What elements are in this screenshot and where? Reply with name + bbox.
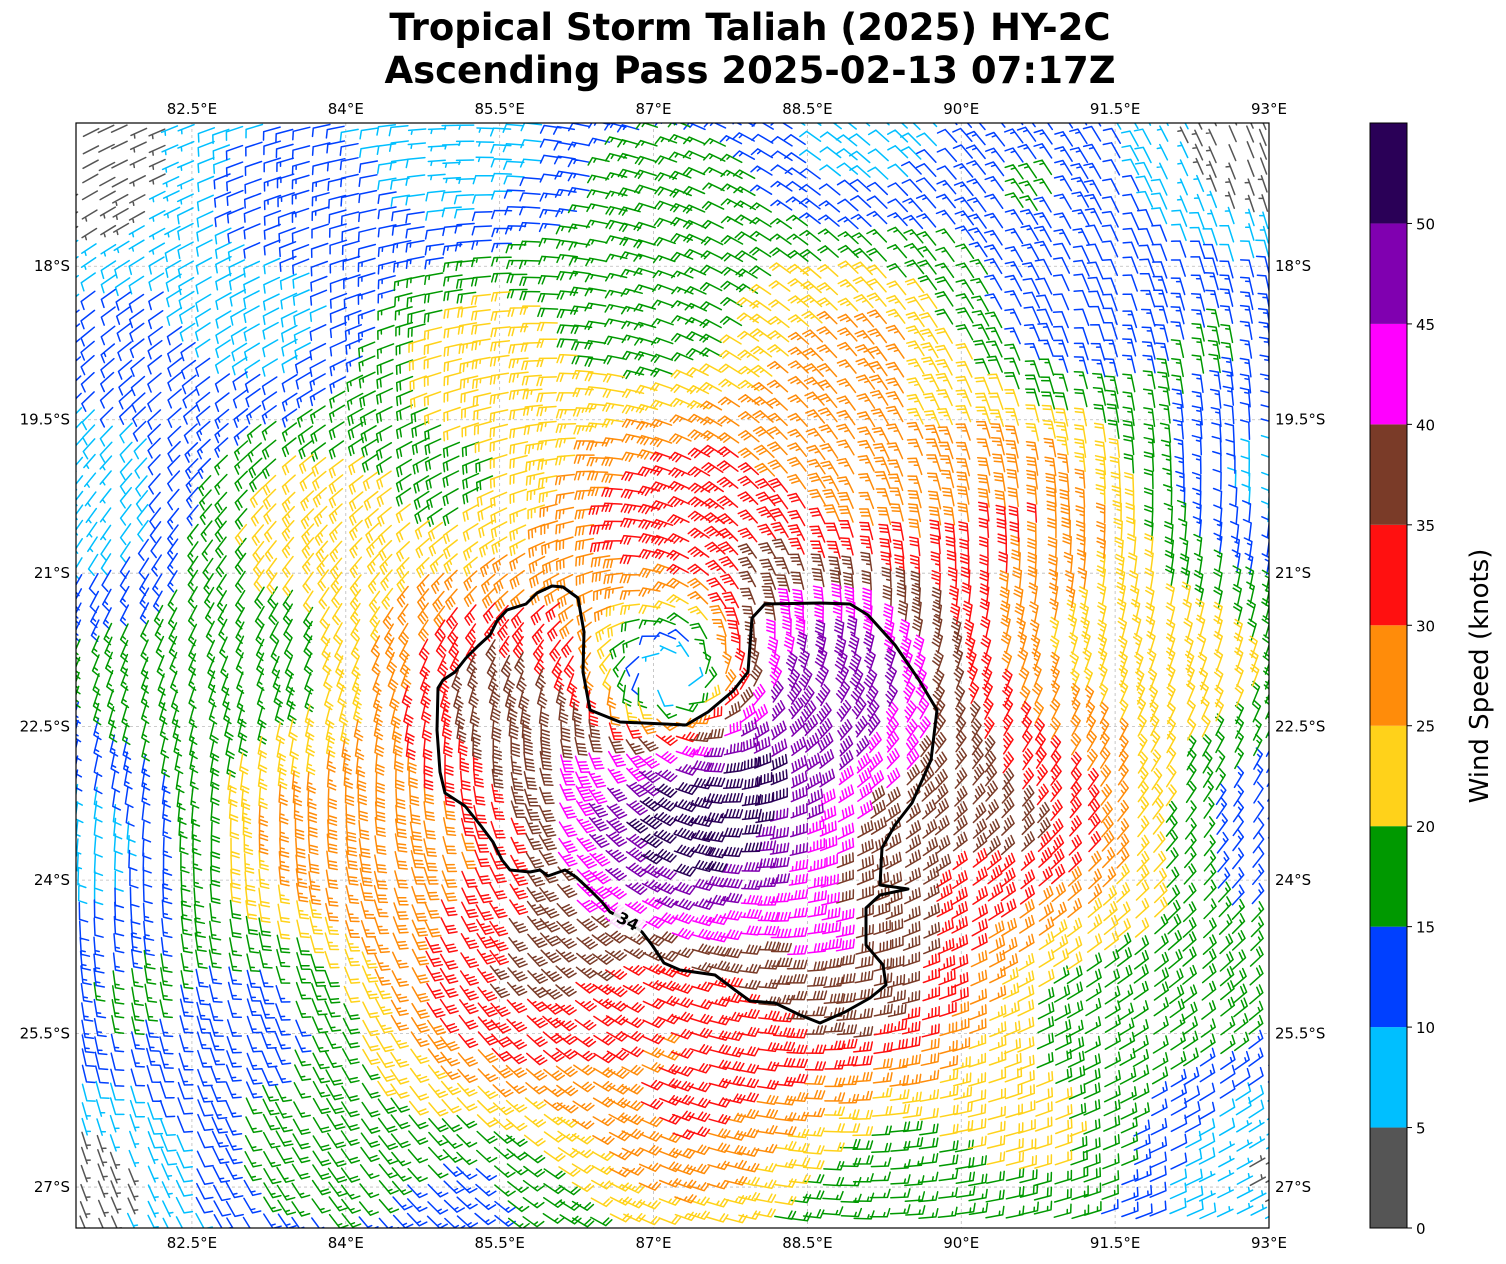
wind-barb-group	[401, 444, 1102, 1140]
wind-barb-group	[451, 538, 1051, 1038]
colorbar-tick-label: 40	[1416, 416, 1435, 434]
lat-tick-label-right: 27°S	[1275, 1178, 1311, 1196]
wind-barb-group	[76, 123, 1269, 1228]
colorbar-tick-label: 35	[1416, 517, 1435, 535]
lon-tick-label-top: 88.5°E	[782, 100, 832, 118]
lat-tick-label-right: 18°S	[1275, 257, 1311, 275]
lat-tick-label-right: 21°S	[1275, 564, 1311, 582]
colorbar-bin	[1370, 1127, 1407, 1228]
colorbar-tick-label: 20	[1416, 818, 1435, 836]
colorbar-tick-label: 10	[1416, 1019, 1435, 1037]
title-line-2: Ascending Pass 2025-02-13 07:17Z	[384, 49, 1116, 92]
colorbar-bin	[1370, 725, 1407, 827]
wind-barb-group	[76, 123, 1269, 1228]
wind-barb-group	[227, 260, 1260, 1226]
lon-tick-label-bottom: 90°E	[943, 1234, 979, 1252]
colorbar: 0 5 10 15 20 25 30 35 40 45 50	[1369, 122, 1435, 1238]
lon-tick-label-top: 85.5°E	[474, 100, 524, 118]
lat-tick-label-left: 24°S	[34, 871, 70, 889]
wind-barb-group	[626, 752, 788, 877]
lat-tick-label-right: 24°S	[1275, 871, 1311, 889]
lon-tick-label-bottom: 88.5°E	[782, 1234, 832, 1252]
plot-title: Tropical Storm Taliah (2025) HY-2C Ascen…	[0, 6, 1500, 92]
colorbar-bin	[1370, 926, 1407, 1028]
lat-tick-label-left: 22.5°S	[20, 718, 70, 736]
lon-tick-label-bottom: 85.5°E	[474, 1234, 524, 1252]
colorbar-bin	[1370, 1027, 1407, 1128]
colorbar-tick-label: 50	[1416, 215, 1435, 233]
colorbar-bin	[1370, 223, 1407, 324]
colorbar-tick-label: 45	[1416, 316, 1435, 334]
wind-barb-group	[557, 583, 931, 956]
map-frame	[75, 122, 1270, 1229]
colorbar-frame	[1369, 122, 1408, 1229]
lon-tick-label-top: 90°E	[943, 100, 979, 118]
colorbar-bin	[1370, 826, 1407, 927]
title-line-1: Tropical Storm Taliah (2025) HY-2C	[389, 6, 1111, 49]
lat-tick-label-right: 19.5°S	[1275, 411, 1325, 429]
lon-tick-label-top: 93°E	[1251, 100, 1287, 118]
lat-tick-label-left: 25.5°S	[20, 1025, 70, 1043]
wind-barb-group	[76, 123, 1269, 1228]
colorbar-tick-label: 25	[1416, 718, 1435, 736]
lon-tick-label-bottom: 87°E	[635, 1234, 671, 1252]
lat-tick-label-left: 27°S	[34, 1178, 70, 1196]
wind-barb-group	[76, 123, 1269, 1228]
colorbar-tick-label: 15	[1416, 919, 1435, 937]
wind-barb-group	[258, 309, 1130, 1204]
lat-tick-label-right: 22.5°S	[1275, 718, 1325, 736]
contour-34kt-line	[435, 584, 939, 1025]
wind-34kt-contour: 34	[435, 584, 939, 1025]
wind-barbs	[76, 123, 1269, 1228]
lon-tick-label-top: 82.5°E	[167, 100, 217, 118]
lat-tick-label-right: 25.5°S	[1275, 1025, 1325, 1043]
colorbar-label: Wind Speed (knots)	[1465, 549, 1495, 804]
colorbar-tick-label: 5	[1416, 1120, 1426, 1138]
colorbar-tick-label: 30	[1416, 617, 1435, 635]
lon-tick-label-top: 84°E	[328, 100, 364, 118]
colorbar-bin	[1370, 524, 1407, 626]
lon-tick-label-bottom: 93°E	[1251, 1234, 1287, 1252]
lon-tick-label-bottom: 84°E	[328, 1234, 364, 1252]
lon-tick-label-top: 87°E	[635, 100, 671, 118]
colorbar-bin	[1370, 424, 1407, 525]
colorbar-bin	[1370, 323, 1407, 425]
lat-tick-label-left: 18°S	[34, 257, 70, 275]
colorbar-bin	[1370, 625, 1407, 726]
wind-barb-group	[588, 615, 898, 911]
lon-tick-label-bottom: 82.5°E	[167, 1234, 217, 1252]
colorbar-tick-label: 0	[1416, 1220, 1426, 1238]
lon-tick-label-top: 91.5°E	[1090, 100, 1140, 118]
colorbar-bin	[1370, 123, 1407, 224]
lon-tick-label-bottom: 91.5°E	[1090, 1234, 1140, 1252]
lat-tick-label-left: 19.5°S	[20, 411, 70, 429]
lat-tick-label-left: 21°S	[34, 564, 70, 582]
axis-ticks: 82.5°E 82.5°E 84°E 84°E 85.5°E 85.5°E 87°E 87°E…	[20, 100, 1326, 1252]
